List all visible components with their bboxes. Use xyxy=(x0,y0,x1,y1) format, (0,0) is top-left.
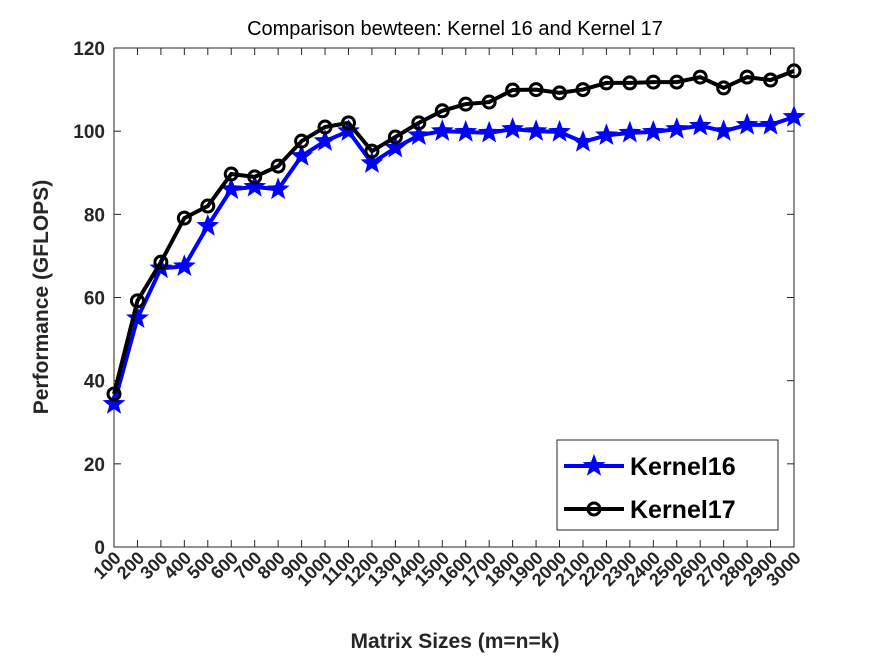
data-point-circle xyxy=(340,115,356,131)
data-point-star xyxy=(313,129,337,151)
data-point-circle xyxy=(270,158,286,174)
legend-star-icon xyxy=(582,454,606,476)
data-point-star xyxy=(454,120,478,142)
chart-title: Comparison bewteen: Kernel 16 and Kernel… xyxy=(247,18,663,40)
data-point-circle xyxy=(598,75,614,91)
data-point-circle xyxy=(622,75,638,91)
data-point-circle xyxy=(294,133,310,149)
y-tick-label: 80 xyxy=(84,205,105,226)
data-point-circle xyxy=(645,74,661,90)
data-point-circle xyxy=(528,82,544,98)
data-point-star xyxy=(665,117,689,139)
data-point-star xyxy=(243,174,267,197)
data-point-star xyxy=(430,119,454,141)
data-point-circle xyxy=(505,82,521,98)
data-point-star xyxy=(126,306,149,328)
data-point-star xyxy=(360,151,384,173)
data-point-star xyxy=(735,112,759,135)
legend: Kernel16 Kernel17 xyxy=(556,439,779,531)
y-tick-label: 0 xyxy=(94,538,105,559)
data-point-star xyxy=(196,214,220,236)
data-point-star xyxy=(782,105,806,127)
data-point-star xyxy=(688,113,712,136)
data-point-star xyxy=(102,392,126,414)
data-point-circle xyxy=(692,69,708,85)
data-point-star xyxy=(595,123,618,145)
data-point-star xyxy=(571,130,595,152)
data-point-circle xyxy=(200,198,216,214)
data-point-star xyxy=(501,117,524,139)
data-point-star xyxy=(618,120,642,143)
data-point-star xyxy=(384,135,407,158)
data-point-star xyxy=(219,177,243,200)
y-tick-label: 40 xyxy=(84,372,105,393)
data-point-circle xyxy=(458,96,474,112)
legend-label: Kernel16 xyxy=(630,453,736,481)
y-tick-label: 100 xyxy=(73,122,105,143)
data-point-circle xyxy=(481,94,497,110)
y-tick-label: 120 xyxy=(73,39,105,60)
data-point-star xyxy=(172,254,196,276)
data-point-circle xyxy=(387,129,403,145)
data-point-circle xyxy=(669,74,685,90)
data-point-circle xyxy=(247,169,263,185)
data-point-circle xyxy=(223,166,239,182)
data-point-circle xyxy=(153,254,169,270)
data-point-star xyxy=(407,123,431,145)
data-point-circle xyxy=(411,115,427,131)
series-line xyxy=(112,69,795,395)
y-tick-label: 20 xyxy=(84,455,105,476)
data-point-star xyxy=(290,144,313,166)
data-point-circle xyxy=(317,119,333,135)
series-kernel16 xyxy=(102,105,806,414)
y-axis-label: Performance (GFLOPS) xyxy=(30,180,53,415)
data-point-star xyxy=(477,120,501,143)
data-point-star xyxy=(712,119,736,141)
data-point-circle xyxy=(364,143,380,159)
data-point-circle xyxy=(786,63,802,79)
data-point-star xyxy=(641,120,665,142)
series-line xyxy=(112,115,795,405)
data-point-circle xyxy=(106,386,122,402)
legend-circle-icon xyxy=(586,501,602,517)
data-point-star xyxy=(759,112,782,135)
data-point-circle xyxy=(552,85,568,101)
series-kernel17 xyxy=(106,63,802,402)
x-axis-label: Matrix Sizes (m=n=k) xyxy=(351,630,560,653)
data-point-star xyxy=(548,120,571,142)
y-tick-label: 60 xyxy=(84,289,105,310)
data-point-circle xyxy=(575,82,591,98)
data-point-circle xyxy=(739,69,755,85)
data-point-star xyxy=(266,177,290,200)
data-point-circle xyxy=(176,210,192,226)
data-point-circle xyxy=(434,103,450,119)
data-point-circle xyxy=(763,72,779,88)
data-point-circle xyxy=(716,80,732,96)
legend-label: Kernel17 xyxy=(630,496,736,524)
data-point-circle xyxy=(129,293,145,309)
data-point-star xyxy=(524,119,548,141)
